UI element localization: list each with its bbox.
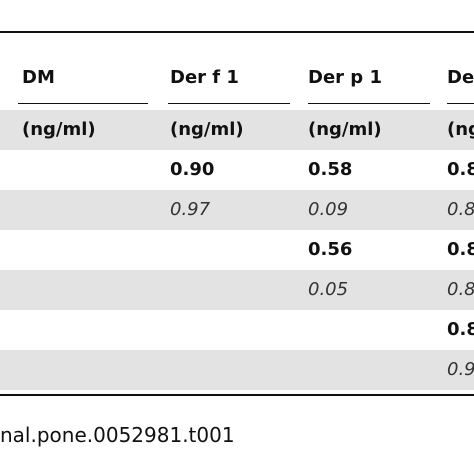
table-cell: 0.05 <box>308 279 349 300</box>
footer: nal.pone.0052981.t001 <box>0 423 235 447</box>
unit-cell: (ng <box>447 119 474 140</box>
row-band <box>0 270 474 310</box>
table-cell: 0.97 <box>170 199 211 220</box>
table-cell: 0.8 <box>447 239 474 260</box>
table-cell: 0.8 <box>447 199 474 220</box>
bottom-rule <box>0 394 474 396</box>
table-cell: 0.8 <box>447 319 474 340</box>
row-band <box>0 350 474 390</box>
table-cell: 0.09 <box>308 199 349 220</box>
header-underline <box>308 103 430 104</box>
header-cell: DM <box>22 67 55 88</box>
header-underline <box>168 103 290 104</box>
row-band <box>0 190 474 230</box>
table: DM Der f 1 Der p 1 De (ng/ml) (ng/ml) (ng/ml) (… <box>0 67 474 390</box>
unit-cell: (ng/ml) <box>22 119 96 140</box>
table-cell: 0.8 <box>447 279 474 300</box>
table-cell: 0.9 <box>447 359 474 380</box>
header-cell: Der f 1 <box>170 67 239 88</box>
table-cell: 0.58 <box>308 159 353 180</box>
header-cell: De <box>447 67 474 88</box>
table-cell: 0.90 <box>170 159 215 180</box>
table-cell: 0.8 <box>447 159 474 180</box>
header-cell: Der p 1 <box>308 67 382 88</box>
unit-cell: (ng/ml) <box>170 119 244 140</box>
header-underline <box>447 103 474 104</box>
top-rule <box>0 31 474 33</box>
header-underline <box>18 103 148 104</box>
units-band <box>0 110 474 150</box>
unit-cell: (ng/ml) <box>308 119 382 140</box>
table-cell: 0.56 <box>308 239 353 260</box>
